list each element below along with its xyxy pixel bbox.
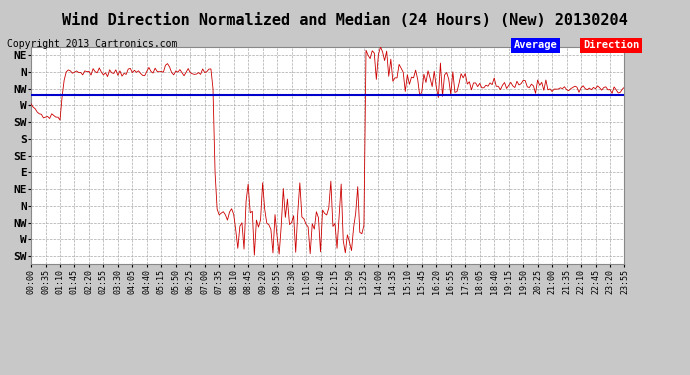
Text: Average: Average <box>514 40 558 50</box>
Text: Direction: Direction <box>583 40 640 50</box>
Text: Copyright 2013 Cartronics.com: Copyright 2013 Cartronics.com <box>7 39 177 50</box>
Text: Wind Direction Normalized and Median (24 Hours) (New) 20130204: Wind Direction Normalized and Median (24… <box>62 13 628 28</box>
